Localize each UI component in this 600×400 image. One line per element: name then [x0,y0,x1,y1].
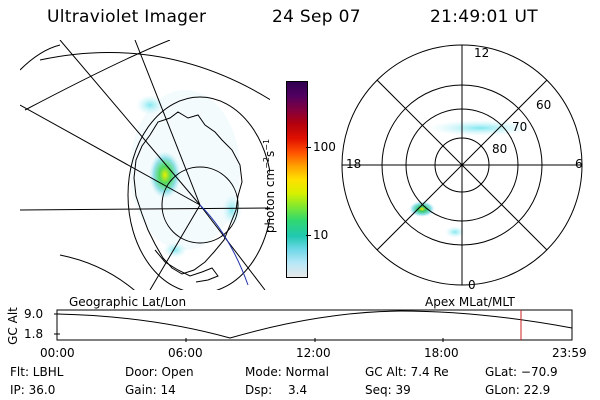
instrument-title: Ultraviolet Imager [47,7,207,27]
mlt-label-6: 6 [575,157,583,171]
time-tick-1800: 18:00 [424,346,459,360]
colorbar-tick-10: 10 [313,228,329,242]
ip-info: IP: 36.0 [10,383,56,397]
filter-info: Flt: LBHL [10,365,64,379]
dsp-value: 3.4 [288,383,308,397]
dsp-label: Dsp: [245,383,273,397]
mlt-label-12: 12 [474,46,490,60]
colorbar-unit-label: photon cm−2s−1 [262,138,277,234]
time-tick-0000: 00:00 [40,346,75,360]
gc-alt-info: GC Alt: 7.4 Re [365,365,449,379]
door-info: Door: Open [125,365,194,379]
colorbar-tick-100: 100 [313,140,336,154]
glat-info: GLat: −70.9 [485,365,558,379]
geo-grid [20,40,270,290]
alt-tick-low: 1.8 [24,327,44,341]
alt-tick-high: 9.0 [24,307,44,321]
time-label: 21:49:01 UT [430,7,538,27]
mlt-label-0: 0 [468,278,476,292]
time-tick-0600: 06:00 [168,346,203,360]
altitude-plot [54,309,573,342]
apex-caption: Apex MLat/MLT [425,295,515,309]
gc-alt-axis-label: GC Alt [6,307,20,345]
time-tick-1200: 12:00 [296,346,331,360]
geographic-caption: Geographic Lat/Lon [69,295,187,309]
lat-label-70: 70 [512,120,528,134]
color-scale-bar [286,81,308,278]
mode-info: Mode: Normal [245,365,329,379]
glon-info: GLon: 22.9 [485,383,551,397]
time-tick-2359: 23:59 [552,346,587,360]
mlt-label-18: 18 [346,157,362,171]
date-label: 24 Sep 07 [272,7,361,27]
lat-label-80: 80 [492,142,508,156]
gain-info: Gain: 14 [125,383,176,397]
apex-polar-plot [341,44,583,286]
seq-info: Seq: 39 [365,383,411,397]
lat-label-60: 60 [536,98,552,112]
